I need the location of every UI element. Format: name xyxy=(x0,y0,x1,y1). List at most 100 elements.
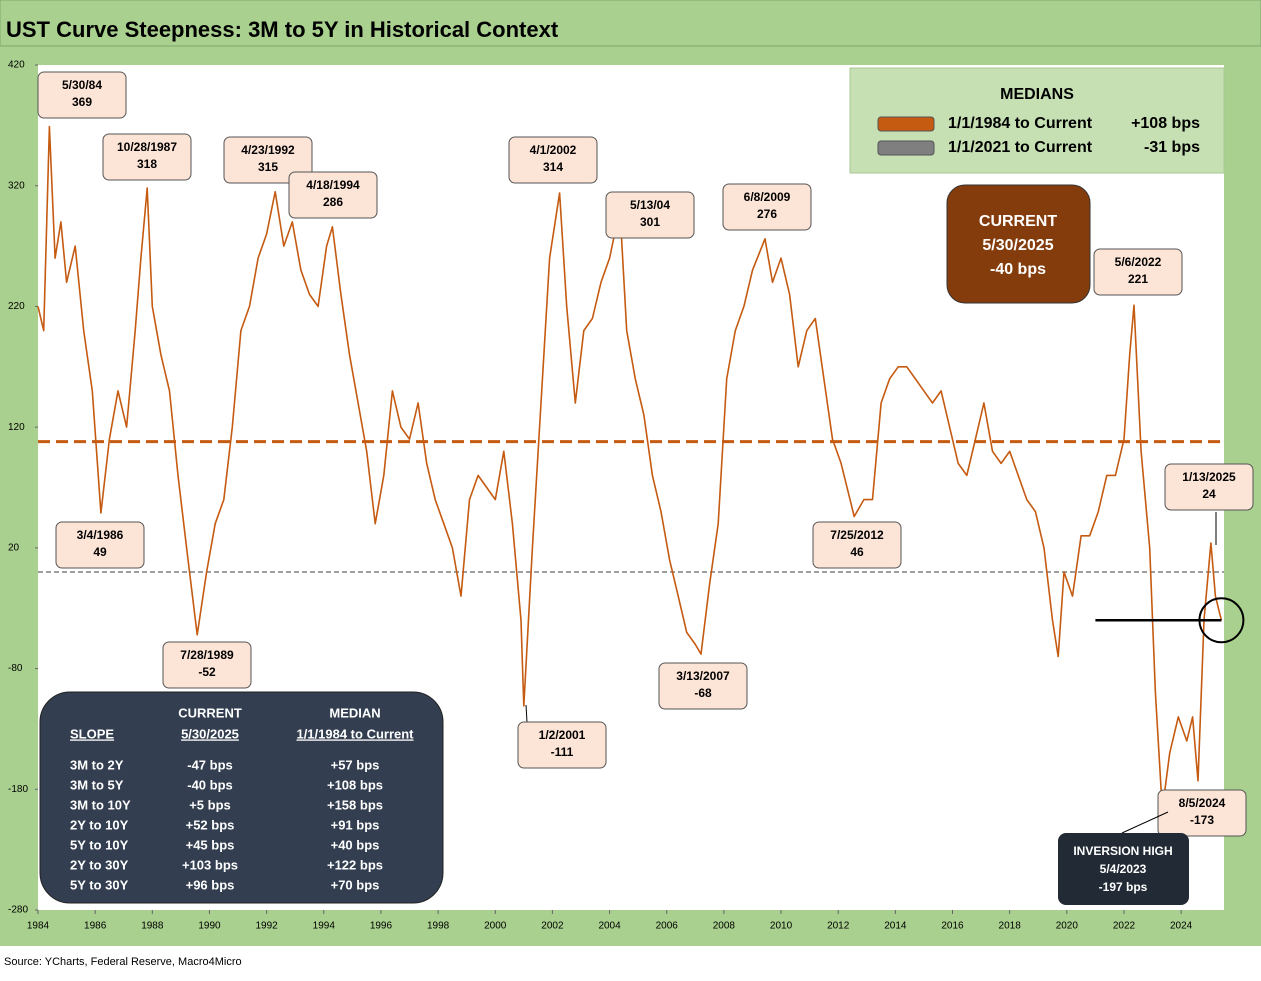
x-tick-label: 2000 xyxy=(484,921,507,932)
table-cell: 3M to 5Y xyxy=(70,777,124,792)
legend-swatch xyxy=(877,116,935,132)
table-cell: +158 bps xyxy=(327,797,383,812)
x-tick-label: 1994 xyxy=(313,921,336,932)
x-tick-label: 1998 xyxy=(427,921,450,932)
inversion-leader xyxy=(1121,811,1169,834)
table-cell: +45 bps xyxy=(186,837,235,852)
y-tick-label: 20 xyxy=(8,542,20,553)
annotation-date: 1/13/2025 xyxy=(1182,470,1236,484)
inversion-box xyxy=(1058,833,1189,905)
table-cell: 2Y to 30Y xyxy=(70,857,129,872)
current-text: -40 bps xyxy=(990,261,1046,278)
y-tick-label: -280 xyxy=(8,905,28,916)
y-tick-label: 320 xyxy=(8,180,25,191)
x-tick-label: 2024 xyxy=(1170,921,1193,932)
y-tick-label: 120 xyxy=(8,422,25,433)
x-tick-label: 2022 xyxy=(1113,921,1136,932)
annotation-date: 8/5/2024 xyxy=(1179,796,1226,810)
table-cell: -47 bps xyxy=(187,757,233,772)
table-box xyxy=(39,691,444,904)
annotation-date: 1/2/2001 xyxy=(539,728,586,742)
annotation-date: 3/4/1986 xyxy=(77,528,124,542)
table-header: 5/30/2025 xyxy=(181,726,239,741)
annotation-value: 46 xyxy=(850,545,864,559)
annotation-value: -52 xyxy=(198,665,216,679)
table-cell: +96 bps xyxy=(186,877,235,892)
x-tick-label: 2006 xyxy=(656,921,679,932)
table-cell: +103 bps xyxy=(182,857,238,872)
annotation-box xyxy=(517,721,607,769)
y-tick-label: 220 xyxy=(8,301,25,312)
annotation-value: 24 xyxy=(1202,487,1216,501)
annotation-value: -68 xyxy=(694,686,712,700)
table-cell: +52 bps xyxy=(186,817,235,832)
table-cell: +122 bps xyxy=(327,857,383,872)
inversion-text: INVERSION HIGH xyxy=(1073,844,1172,858)
annotation-date: 4/1/2002 xyxy=(530,143,577,157)
x-tick-label: 2016 xyxy=(941,921,964,932)
table-cell: 2Y to 10Y xyxy=(70,817,129,832)
annotation-value: -111 xyxy=(551,745,574,759)
annotation-box xyxy=(37,71,127,119)
table-cell: 5Y to 10Y xyxy=(70,837,129,852)
annotation-box xyxy=(288,171,378,219)
current-box xyxy=(946,184,1091,304)
inversion-text: 5/4/2023 xyxy=(1100,862,1147,876)
table-cell: +70 bps xyxy=(331,877,380,892)
table-cell: +57 bps xyxy=(331,757,380,772)
legend-label: 1/1/1984 to Current xyxy=(948,115,1093,132)
annotation-value: 314 xyxy=(543,160,563,174)
annotation-value: 221 xyxy=(1128,272,1148,286)
annotation-date: 5/30/84 xyxy=(62,78,102,92)
x-tick-label: 2014 xyxy=(884,921,907,932)
annotation-date: 7/28/1989 xyxy=(180,648,234,662)
table-cell: 3M to 10Y xyxy=(70,797,131,812)
x-tick-label: 1988 xyxy=(141,921,164,932)
x-tick-label: 1996 xyxy=(370,921,393,932)
x-tick-label: 2002 xyxy=(541,921,564,932)
annotation-date: 7/25/2012 xyxy=(830,528,884,542)
annotation-box xyxy=(812,521,902,569)
x-tick-label: 2010 xyxy=(770,921,793,932)
annotation-date: 10/28/1987 xyxy=(117,140,177,154)
legend-value: -31 bps xyxy=(1144,139,1200,156)
table-cell: 3M to 2Y xyxy=(70,757,124,772)
y-tick-label: -180 xyxy=(8,784,28,795)
x-tick-label: 2012 xyxy=(827,921,850,932)
y-tick-label: -80 xyxy=(8,663,23,674)
y-tick-label: 420 xyxy=(8,60,25,71)
source: Source: YCharts, Federal Reserve, Macro4… xyxy=(4,956,242,968)
legend-value: +108 bps xyxy=(1131,115,1200,132)
table-header: SLOPE xyxy=(70,726,114,741)
annotation-leader xyxy=(525,704,528,723)
annotation-box xyxy=(102,133,192,181)
annotation-box xyxy=(1093,248,1183,296)
annotation-box xyxy=(1164,463,1254,511)
annotation-value: 301 xyxy=(640,215,660,229)
table-cell: +5 bps xyxy=(189,797,231,812)
series-line xyxy=(37,125,1223,811)
annotation-box xyxy=(1157,789,1247,837)
annotation-box xyxy=(658,662,748,710)
annotation-date: 5/13/04 xyxy=(630,198,670,212)
table-cell: +91 bps xyxy=(331,817,380,832)
x-tick-label: 1992 xyxy=(256,921,279,932)
table-cell: +108 bps xyxy=(327,777,383,792)
x-tick-label: 2008 xyxy=(713,921,736,932)
annotation-value: 315 xyxy=(258,160,278,174)
annotation-date: 4/18/1994 xyxy=(306,178,360,192)
table-cell: +40 bps xyxy=(331,837,380,852)
annotation-value: -173 xyxy=(1190,813,1214,827)
table-header: 1/1/1984 to Current xyxy=(296,726,414,741)
legend-title: MEDIANS xyxy=(1000,86,1074,103)
x-tick-label: 1990 xyxy=(198,921,221,932)
annotation-box xyxy=(162,641,252,689)
title-bar xyxy=(0,0,1261,47)
legend-swatch xyxy=(877,140,935,156)
annotation-date: 4/23/1992 xyxy=(241,143,295,157)
annotation-value: 286 xyxy=(323,195,343,209)
annotation-value: 49 xyxy=(93,545,107,559)
annotation-box xyxy=(508,136,598,184)
annotation-box xyxy=(223,136,313,184)
